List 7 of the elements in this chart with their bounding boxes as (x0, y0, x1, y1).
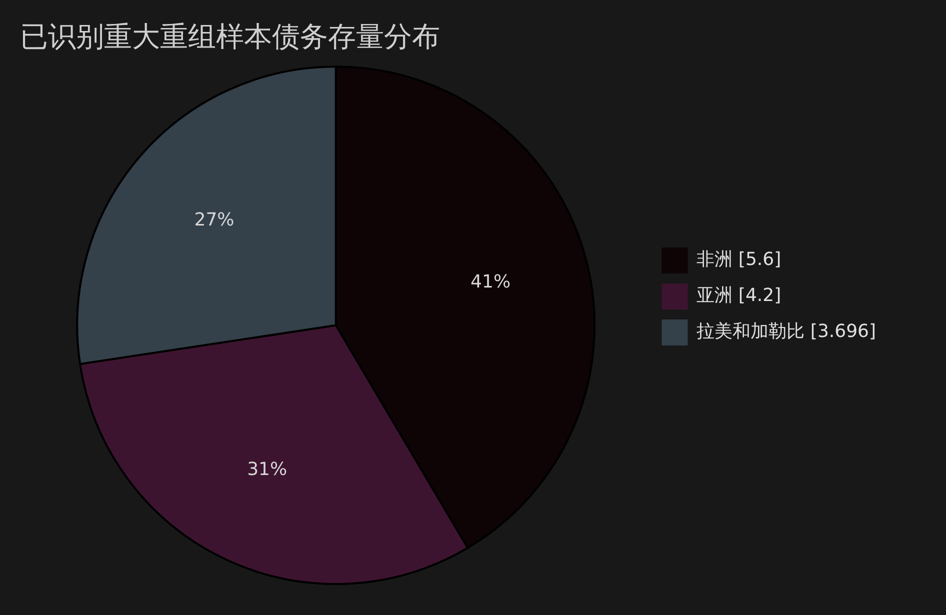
data-label: 31% (247, 458, 288, 480)
legend-label: 拉美和加勒比 [3.696] (696, 321, 876, 342)
legend-label: 亚洲 [4.2] (696, 285, 782, 306)
chart-title: 已识别重大重组样本债务存量分布 (20, 20, 440, 54)
data-label: 27% (194, 209, 234, 230)
legend-label: 非洲 [5.6] (696, 249, 782, 270)
data-label: 41% (470, 272, 511, 293)
